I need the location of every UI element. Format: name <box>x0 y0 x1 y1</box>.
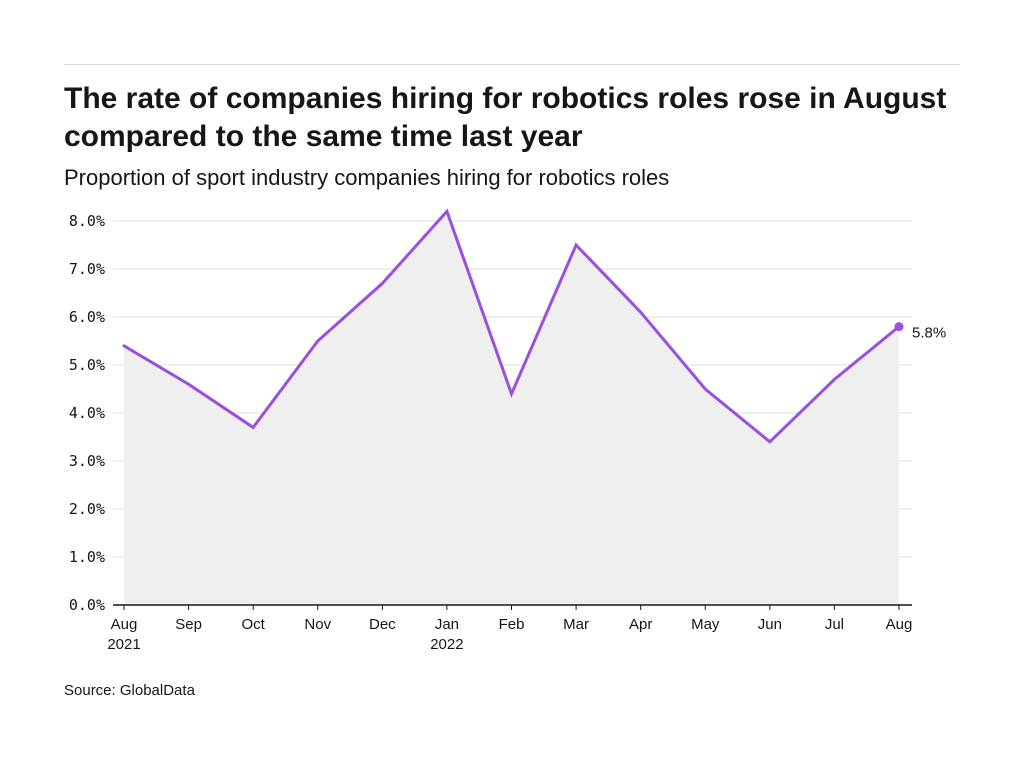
x-tick-label: 2021 <box>107 636 140 653</box>
end-point-marker <box>894 322 904 332</box>
series-layer <box>122 208 904 444</box>
series-line <box>122 208 901 444</box>
end-value-label: 5.8% <box>912 325 946 342</box>
x-tick-label: Apr <box>629 616 652 633</box>
y-tick-label: 3.0% <box>69 452 105 470</box>
x-tick-label: Nov <box>304 616 331 633</box>
y-tick-label: 4.0% <box>69 404 105 422</box>
chart-title: The rate of companies hiring for robotic… <box>64 82 947 153</box>
area-layer <box>124 211 899 605</box>
y-tick-label: 6.0% <box>69 308 105 326</box>
x-tick-label: Aug <box>111 616 138 633</box>
top-rule <box>64 64 960 65</box>
source-note: Source: GlobalData <box>64 682 195 699</box>
tick-labels: 0.0% 1.0% 2.0% 3.0% 4.0% 5.0% 6.0% 7.0% 8.0% 5.8%… <box>69 212 946 653</box>
x-tick-label: May <box>691 616 720 633</box>
x-tick-label: Jan <box>435 616 459 633</box>
chart-subtitle: Proportion of sport industry companies h… <box>64 165 670 190</box>
x-tick-label: Sep <box>175 616 202 633</box>
x-tick-label: Dec <box>369 616 396 633</box>
x-tick-label: Oct <box>241 616 265 633</box>
series-area <box>124 211 899 605</box>
x-tick-label: 2022 <box>430 636 463 653</box>
x-tick-label: Jul <box>825 616 844 633</box>
y-tick-label: 5.0% <box>69 356 105 374</box>
y-tick-label: 1.0% <box>69 548 105 566</box>
y-tick-label: 7.0% <box>69 260 105 278</box>
x-tick-label: Feb <box>499 616 525 633</box>
x-tick-label: Jun <box>758 616 782 633</box>
y-tick-label: 8.0% <box>69 212 105 230</box>
axes <box>113 604 912 610</box>
x-tick-label: Mar <box>563 616 589 633</box>
y-tick-label: 2.0% <box>69 500 105 518</box>
y-tick-label: 0.0% <box>69 596 105 614</box>
x-tick-label: Aug <box>886 616 913 633</box>
